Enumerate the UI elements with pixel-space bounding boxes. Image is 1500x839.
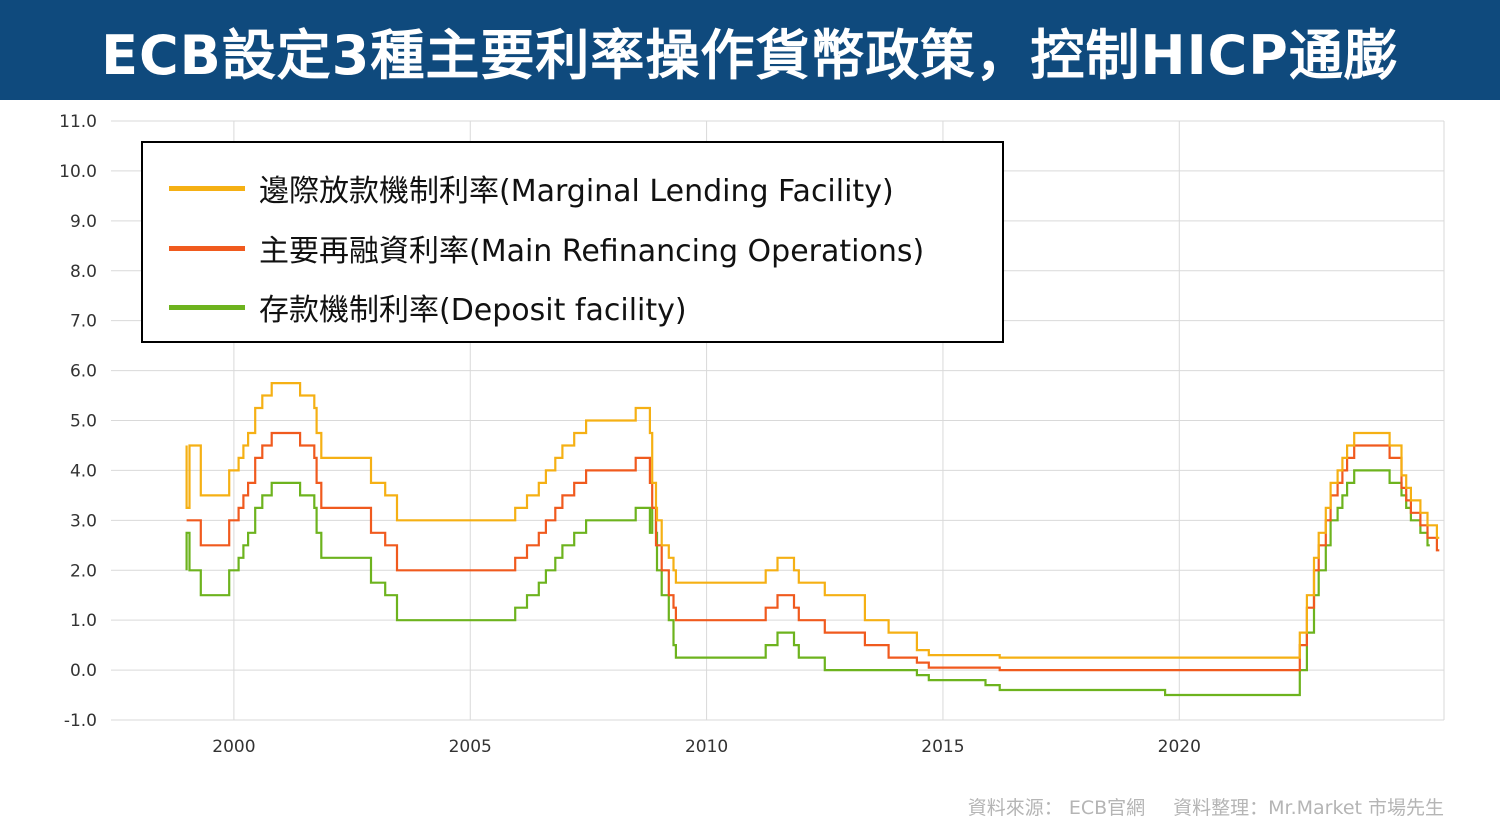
y-tick-label: 3.0 — [70, 511, 97, 531]
source-note: 資料來源： ECB官網 資料整理：Mr.Market 市場先生 — [940, 793, 1444, 820]
legend-label-df: 存款機制利率(Deposit facility) — [259, 293, 687, 328]
legend-swatch-mlf — [169, 185, 245, 191]
y-tick-label: 6.0 — [70, 362, 97, 382]
source-compiled-by: 資料整理：Mr.Market 市場先生 — [1173, 797, 1444, 819]
series-line-main-refinancing — [186, 431, 1440, 672]
x-tick-label: 2005 — [449, 737, 492, 757]
y-tick-label: 7.0 — [70, 312, 97, 332]
y-tick-label: 8.0 — [70, 262, 97, 282]
legend-swatch-mro — [169, 245, 245, 251]
tick-layer: 11.0 10.0 9.0 8.0 7.0 6.0 5.0 4.0 3.0 2.0 1.0 0.0 -1… — [59, 112, 1201, 757]
y-tick-label: -1.0 — [64, 711, 97, 731]
page-title: ECB設定3種主要利率操作貨幣政策，控制HICP通膨 — [101, 23, 1399, 87]
legend-item-mro: 主要再融資利率(Main Refinancing Operations) — [169, 226, 924, 270]
legend: 邊際放款機制利率(Marginal Lending Facility) 主要再融… — [141, 141, 1004, 343]
legend-label-mlf: 邊際放款機制利率(Marginal Lending Facility) — [259, 174, 894, 209]
source-data-origin: 資料來源： ECB官網 — [967, 797, 1146, 819]
x-tick-label: 2010 — [685, 737, 728, 757]
y-tick-label: 9.0 — [70, 212, 97, 232]
y-tick-label: 1.0 — [70, 611, 97, 631]
legend-label-mro: 主要再融資利率(Main Refinancing Operations) — [259, 234, 925, 269]
y-tick-label: 10.0 — [59, 162, 97, 182]
y-tick-label: 2.0 — [70, 561, 97, 581]
legend-item-mlf: 邊際放款機制利率(Marginal Lending Facility) — [169, 166, 894, 210]
x-tick-label: 2015 — [921, 737, 964, 757]
y-tick-label: 0.0 — [70, 661, 97, 681]
series-layer — [185, 382, 1440, 697]
series-line-marginal-lending — [185, 382, 1440, 659]
y-tick-label: 11.0 — [59, 112, 97, 132]
y-tick-label: 4.0 — [70, 461, 97, 481]
x-tick-label: 2020 — [1158, 737, 1201, 757]
legend-item-df: 存款機制利率(Deposit facility) — [169, 285, 687, 329]
x-tick-label: 2000 — [212, 737, 255, 757]
legend-swatch-df — [169, 304, 245, 310]
y-tick-label: 5.0 — [70, 412, 97, 432]
title-banner: ECB設定3種主要利率操作貨幣政策，控制HICP通膨 — [0, 0, 1500, 100]
grid-layer — [111, 120, 1445, 721]
rate-chart: 11.0 10.0 9.0 8.0 7.0 6.0 5.0 4.0 3.0 2.0 1.0 0.0 -1… — [59, 112, 1445, 757]
